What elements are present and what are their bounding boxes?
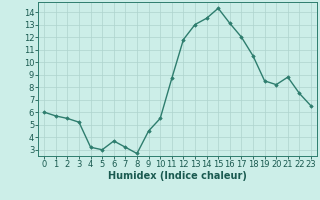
X-axis label: Humidex (Indice chaleur): Humidex (Indice chaleur) xyxy=(108,171,247,181)
